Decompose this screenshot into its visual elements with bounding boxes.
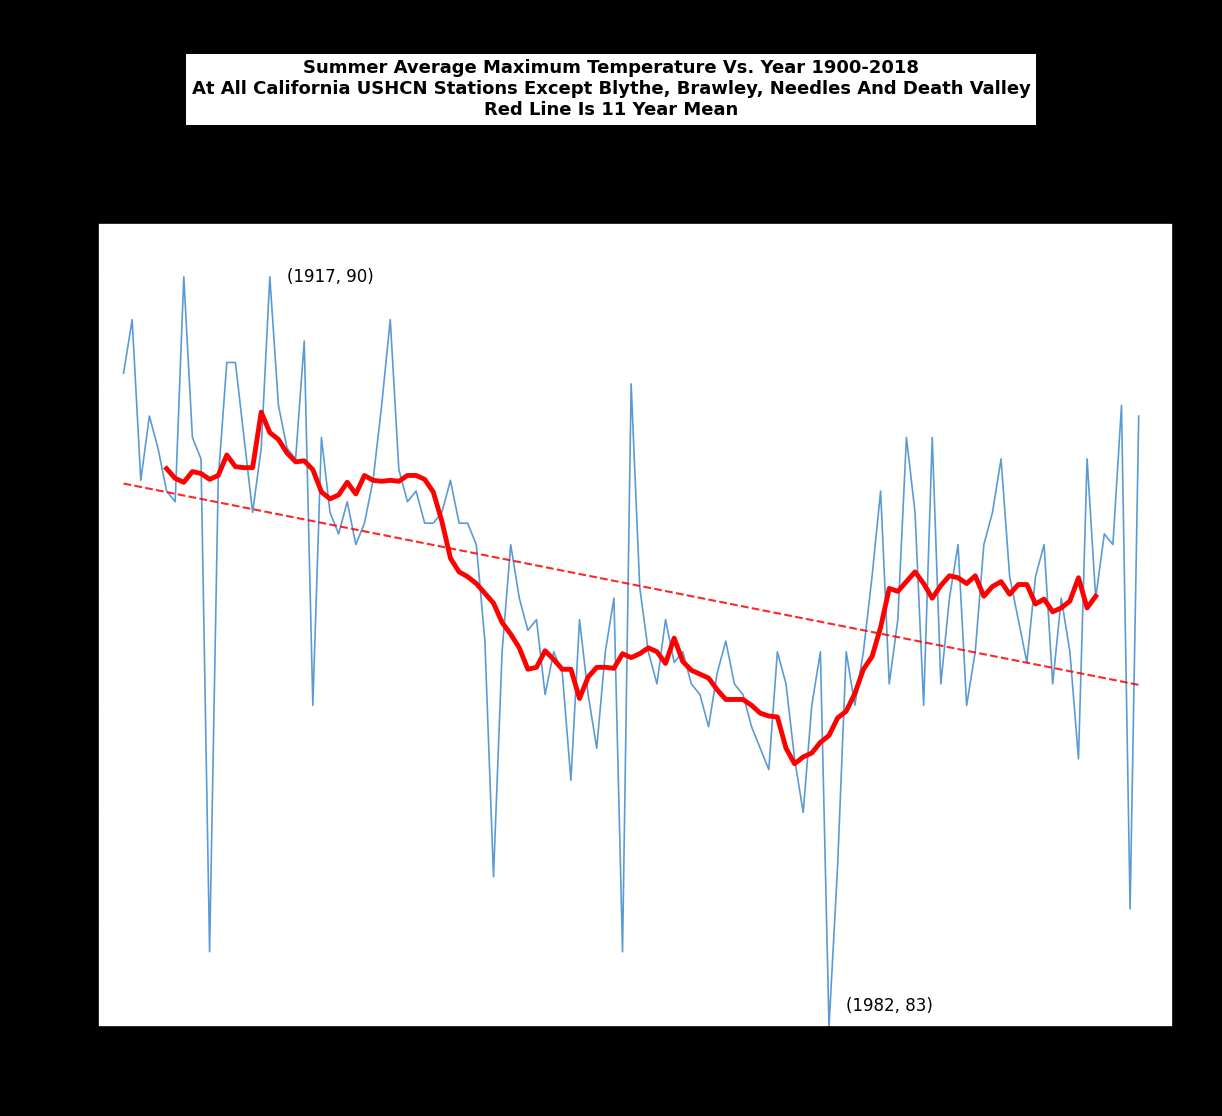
X-axis label: Year: Year [616,1057,655,1075]
Text: (1982, 83): (1982, 83) [846,997,934,1014]
Text: (1917, 90): (1917, 90) [287,268,374,286]
Text: Summer Average Maximum Temperature Vs. Year 1900-2018
At All California USHCN St: Summer Average Maximum Temperature Vs. Y… [192,59,1030,119]
Y-axis label: Average Maximum Temperature (F): Average Maximum Temperature (F) [45,465,64,785]
